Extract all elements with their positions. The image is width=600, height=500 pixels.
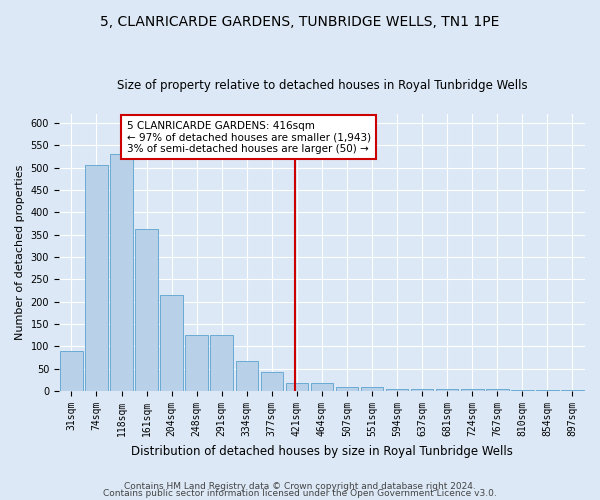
Bar	[286, 383, 308, 391]
Bar	[411, 389, 433, 391]
Bar	[436, 389, 458, 391]
Bar	[160, 295, 183, 391]
Bar	[60, 351, 83, 391]
Bar	[511, 390, 533, 391]
Bar	[561, 390, 584, 391]
Bar	[136, 229, 158, 391]
Bar	[185, 336, 208, 391]
Text: Contains HM Land Registry data © Crown copyright and database right 2024.: Contains HM Land Registry data © Crown c…	[124, 482, 476, 491]
Bar	[486, 390, 509, 391]
Bar	[85, 164, 108, 391]
Bar	[361, 386, 383, 391]
Bar	[386, 389, 409, 391]
Bar	[110, 154, 133, 391]
Title: Size of property relative to detached houses in Royal Tunbridge Wells: Size of property relative to detached ho…	[116, 79, 527, 92]
Bar	[311, 383, 333, 391]
Bar	[536, 390, 559, 391]
Bar	[461, 390, 484, 391]
Y-axis label: Number of detached properties: Number of detached properties	[15, 165, 25, 340]
Text: 5 CLANRICARDE GARDENS: 416sqm
← 97% of detached houses are smaller (1,943)
3% of: 5 CLANRICARDE GARDENS: 416sqm ← 97% of d…	[127, 120, 371, 154]
Bar	[260, 372, 283, 391]
Bar	[236, 361, 258, 391]
Bar	[336, 386, 358, 391]
Bar	[211, 336, 233, 391]
Text: 5, CLANRICARDE GARDENS, TUNBRIDGE WELLS, TN1 1PE: 5, CLANRICARDE GARDENS, TUNBRIDGE WELLS,…	[100, 15, 500, 29]
Text: Contains public sector information licensed under the Open Government Licence v3: Contains public sector information licen…	[103, 490, 497, 498]
X-axis label: Distribution of detached houses by size in Royal Tunbridge Wells: Distribution of detached houses by size …	[131, 444, 513, 458]
